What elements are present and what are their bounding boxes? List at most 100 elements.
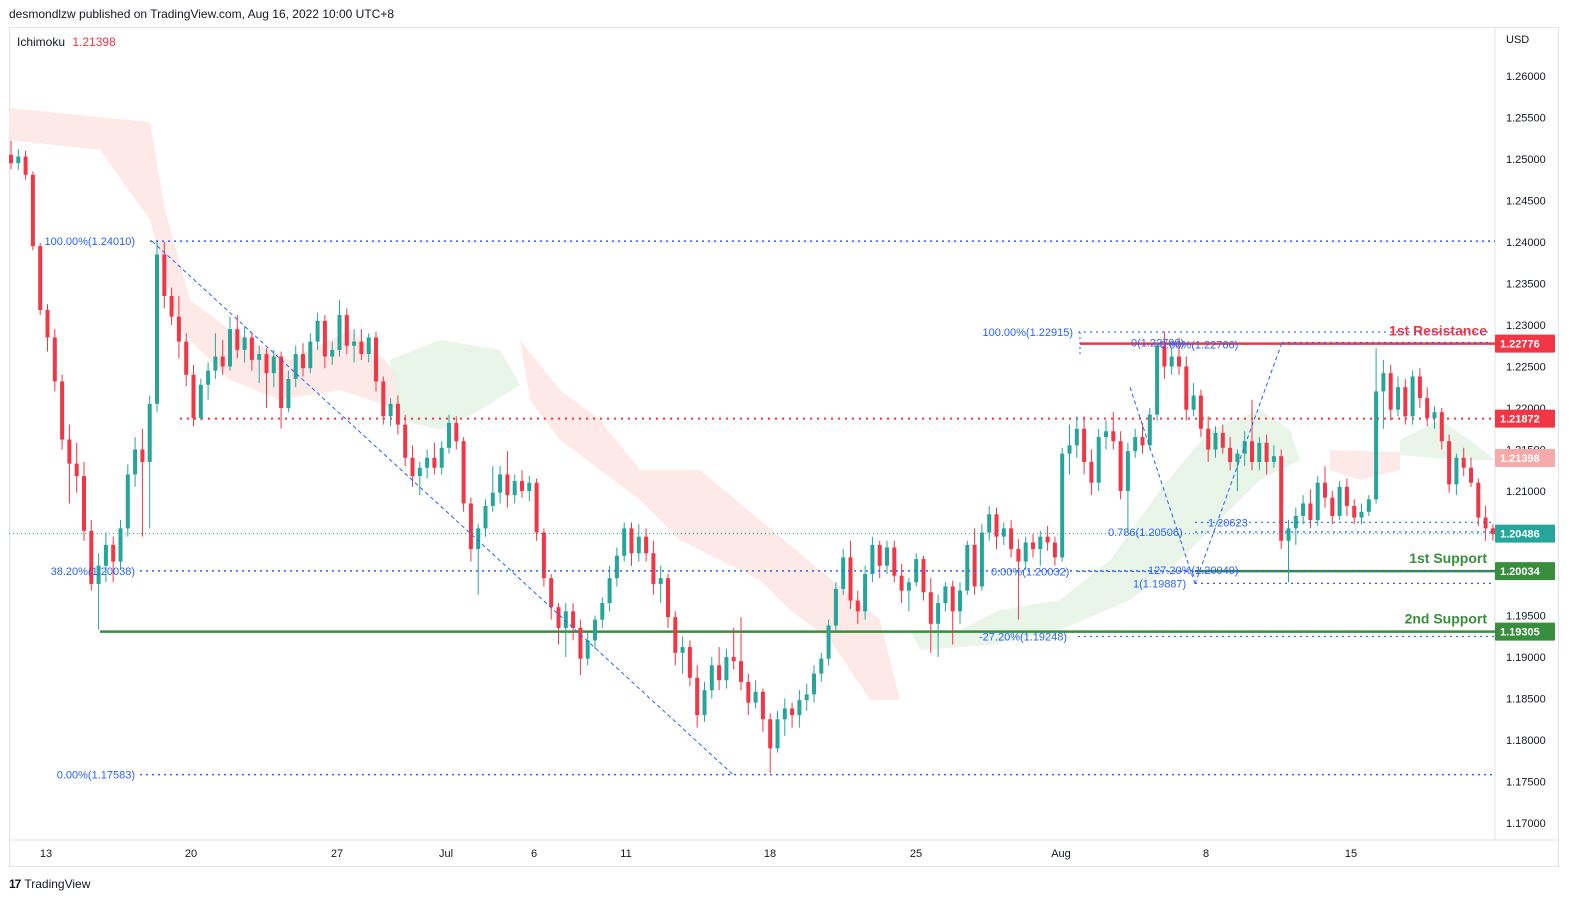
price-tag: 1.20486 <box>1495 524 1555 543</box>
candle <box>1279 449 1284 550</box>
candle-body <box>1162 345 1167 367</box>
candle <box>1052 536 1057 566</box>
candle-body <box>607 578 612 604</box>
x-tick-label: 13 <box>40 848 52 860</box>
candle-body <box>1045 536 1050 543</box>
candle-body <box>1352 505 1357 518</box>
candle <box>1359 503 1364 525</box>
candle-body <box>1403 387 1408 417</box>
candle-body <box>249 337 254 360</box>
candle-body <box>1476 482 1481 518</box>
candle <box>1191 383 1196 417</box>
candle <box>855 590 860 624</box>
candle <box>687 640 692 687</box>
candle <box>1250 399 1254 471</box>
fib-label: 0(1.22790) <box>1131 337 1184 349</box>
candle-body <box>1147 414 1152 446</box>
candle <box>928 578 933 653</box>
candle <box>1155 341 1160 421</box>
candle-body <box>96 565 101 584</box>
indicator-legend[interactable]: Ichimoku 1.21398 <box>17 35 116 49</box>
candle <box>760 688 765 732</box>
candle <box>213 333 218 379</box>
candle-body <box>1089 461 1094 483</box>
candle-body <box>388 403 393 417</box>
y-tick-label: 1.22500 <box>1506 362 1546 374</box>
candle-body <box>490 492 495 506</box>
candle <box>775 710 780 753</box>
fib-label: 100.00%(1.24010) <box>44 236 135 248</box>
candle-body <box>965 544 970 591</box>
candle <box>330 341 335 365</box>
candle <box>863 565 868 620</box>
candle-body <box>724 657 729 681</box>
candle <box>52 329 57 392</box>
candle-body <box>155 254 159 404</box>
candle-body <box>1337 486 1342 516</box>
candle-body <box>790 708 795 716</box>
candle <box>60 374 65 450</box>
candle-body <box>651 553 656 584</box>
candle <box>301 343 305 377</box>
candle-body <box>885 547 889 566</box>
candle <box>1388 364 1393 421</box>
candle <box>885 540 889 574</box>
candle-body <box>753 691 758 703</box>
candle-body <box>213 356 218 371</box>
candle-body <box>622 528 627 556</box>
y-tick-label: 1.25000 <box>1506 154 1546 166</box>
candle-body <box>1381 373 1386 392</box>
candle-body <box>1490 528 1495 535</box>
candle-body <box>673 617 678 653</box>
candle-body <box>994 514 999 537</box>
candle <box>1381 359 1386 429</box>
candle <box>1060 447 1065 562</box>
candle-body <box>1323 482 1327 498</box>
candle <box>549 574 554 620</box>
candle-body <box>483 505 488 529</box>
candle-body <box>936 603 941 624</box>
candle <box>899 564 904 604</box>
y-tick-label: 1.19500 <box>1506 611 1546 623</box>
candle <box>1074 416 1079 458</box>
candle <box>169 287 174 325</box>
candle <box>125 464 130 537</box>
fib-label: 0.00%(1.22766) <box>1160 339 1238 351</box>
price-tag-bg <box>1495 334 1555 353</box>
candle <box>906 578 911 612</box>
candle <box>447 414 451 454</box>
x-axis[interactable]: 13 20 27 Jul 6 11 18 25 Aug 8 15 <box>40 848 1357 860</box>
chart-frame <box>9 27 1559 867</box>
candle <box>753 680 758 709</box>
candle-body <box>1469 467 1473 483</box>
candle-body <box>629 528 634 554</box>
candle-body <box>1330 497 1335 516</box>
x-tick-label: 6 <box>531 848 537 860</box>
candle-body <box>1060 453 1065 558</box>
price-tags: 1.22776 1.21872 1.21398 1.20486 1.20034 1.193… <box>1495 334 1555 641</box>
candle-body <box>863 574 868 612</box>
candle <box>1198 389 1203 438</box>
price-tag-label: 1.19305 <box>1500 627 1540 639</box>
candle <box>1476 478 1481 526</box>
candle <box>1235 449 1240 491</box>
y-axis[interactable]: 1.26000 1.25500 1.25000 1.24500 1.24000 1.235… <box>1506 71 1546 830</box>
candle-body <box>118 528 123 562</box>
tradingview-logo[interactable]: 17 TradingView <box>9 877 90 891</box>
candle <box>1228 437 1233 471</box>
candle-body <box>271 356 276 374</box>
candle-body <box>768 719 773 749</box>
candle <box>585 632 590 666</box>
candle-body <box>826 625 831 659</box>
price-tag-label: 1.22776 <box>1500 339 1540 351</box>
candle <box>848 540 853 609</box>
candle <box>147 395 152 529</box>
candle <box>133 437 138 487</box>
candle <box>89 520 94 591</box>
candle-body <box>1220 432 1225 448</box>
candle-body <box>1410 376 1415 417</box>
candle-body <box>921 559 926 593</box>
candle <box>1184 356 1189 421</box>
candle <box>1213 426 1218 458</box>
